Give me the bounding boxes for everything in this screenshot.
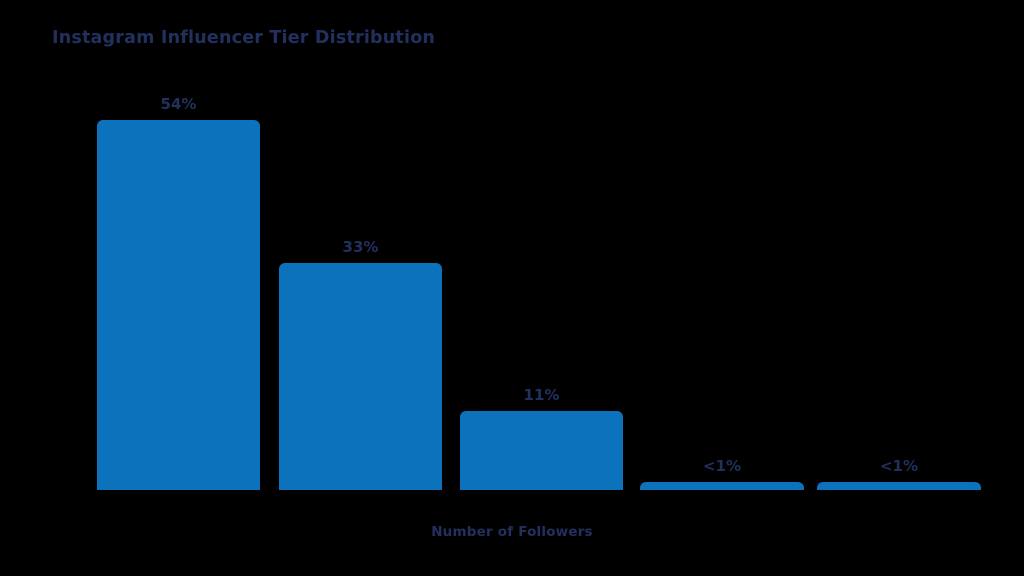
- bar-group: 54%: [97, 97, 260, 490]
- bar-value-label: <1%: [879, 457, 919, 475]
- bar-group: 33%: [279, 240, 442, 490]
- bar-value-label: 54%: [160, 95, 197, 113]
- bar[interactable]: [817, 482, 981, 490]
- bar-group: <1%: [640, 459, 804, 490]
- bar-group: 11%: [460, 388, 623, 490]
- bar[interactable]: [97, 120, 260, 490]
- x-axis-label: Number of Followers: [431, 524, 593, 540]
- bar[interactable]: [279, 263, 442, 490]
- bar-value-label: 33%: [342, 238, 379, 256]
- bar[interactable]: [640, 482, 804, 490]
- bar-group: <1%: [817, 459, 981, 490]
- bar-value-label: <1%: [702, 457, 742, 475]
- bar-value-label: 11%: [523, 386, 560, 404]
- chart-title: Instagram Influencer Tier Distribution: [52, 28, 436, 48]
- bar[interactable]: [460, 411, 623, 490]
